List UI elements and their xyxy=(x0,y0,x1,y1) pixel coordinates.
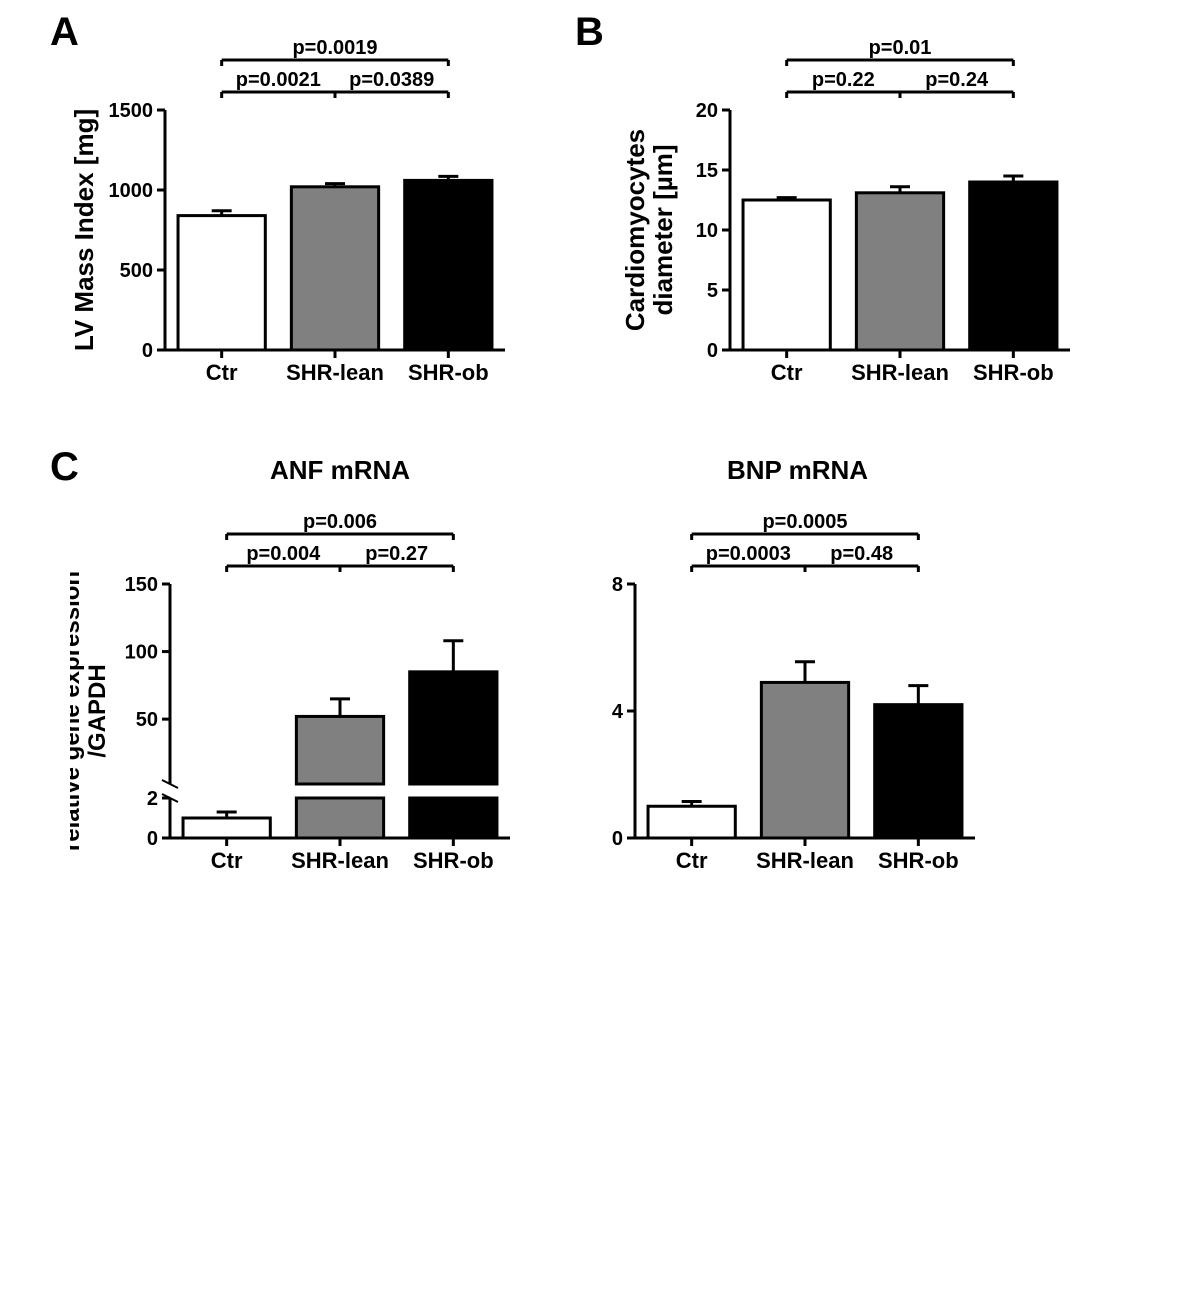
svg-text:p=0.004: p=0.004 xyxy=(246,543,321,565)
svg-text:LV Mass Index [mg]: LV Mass Index [mg] xyxy=(70,109,99,351)
panel-c2-wrap: BNP mRNA 0 4 8 Ctr SHR-lean SHR-ob p=0.0005 p=0… xyxy=(580,455,985,883)
svg-text:SHR-lean: SHR-lean xyxy=(286,360,384,385)
svg-text:15: 15 xyxy=(696,160,718,182)
svg-text:p=0.0003: p=0.0003 xyxy=(706,543,791,565)
svg-text:p=0.24: p=0.24 xyxy=(925,69,989,91)
svg-text:relative gene expression: relative gene expression xyxy=(70,571,85,851)
svg-text:Ctr: Ctr xyxy=(676,848,708,873)
svg-text:p=0.0019: p=0.0019 xyxy=(292,37,377,59)
panel-c1-chart: 50 100 150 0 2 relative gene expression/GAPDH… xyxy=(70,494,520,883)
svg-text:p=0.01: p=0.01 xyxy=(869,37,932,59)
svg-text:SHR-ob: SHR-ob xyxy=(973,360,1054,385)
svg-text:0: 0 xyxy=(147,828,158,850)
panel-b-chart: 0 5 10 15 20 Cardiomyocytesdiameter [µm] Ctr SH… xyxy=(615,20,1080,395)
svg-text:/GAPDH: /GAPDH xyxy=(84,664,111,757)
panel-b-label: B xyxy=(575,10,604,55)
svg-text:150: 150 xyxy=(125,574,158,596)
panel-c1-title: ANF mRNA xyxy=(160,455,520,486)
svg-text:4: 4 xyxy=(612,701,624,723)
svg-text:p=0.0005: p=0.0005 xyxy=(762,511,847,533)
figure: A 050010001500LV Mass Index [mg]CtrSHR-l… xyxy=(20,20,1180,883)
svg-text:p=0.48: p=0.48 xyxy=(830,543,893,565)
panel-c2-chart: 0 4 8 Ctr SHR-lean SHR-ob p=0.0005 p=0.0003 p=0.… xyxy=(580,494,985,883)
svg-text:p=0.0021: p=0.0021 xyxy=(236,69,321,91)
panel-b: B 05101520Cardiomyocytesdiameter [µm]Ctr… xyxy=(615,20,1080,395)
panel-c2-title: BNP mRNA xyxy=(610,455,985,486)
svg-text:diameter [µm]: diameter [µm] xyxy=(648,144,678,315)
svg-text:20: 20 xyxy=(696,100,718,122)
svg-text:2: 2 xyxy=(147,788,158,810)
row-top: A 050010001500LV Mass Index [mg]CtrSHR-l… xyxy=(20,20,1180,395)
panel-c-label: C xyxy=(50,445,79,490)
svg-text:0: 0 xyxy=(707,340,718,362)
panel-a-chart: 0 500 1000 1500 LV Mass Index [mg] Ctr SHR-lea… xyxy=(70,20,515,395)
svg-text:10: 10 xyxy=(696,220,718,242)
panel-a: A 050010001500LV Mass Index [mg]CtrSHR-l… xyxy=(70,20,515,395)
svg-text:p=0.27: p=0.27 xyxy=(365,543,428,565)
svg-text:Ctr: Ctr xyxy=(771,360,803,385)
svg-text:50: 50 xyxy=(136,709,158,731)
svg-text:Cardiomyocytes: Cardiomyocytes xyxy=(620,129,650,331)
panel-c: C ANF mRNA 5010015002relative gene expre… xyxy=(70,455,985,883)
svg-text:SHR-lean: SHR-lean xyxy=(851,360,949,385)
svg-text:5: 5 xyxy=(707,280,718,302)
panel-a-label: A xyxy=(50,10,79,55)
svg-text:p=0.22: p=0.22 xyxy=(812,69,875,91)
svg-text:0: 0 xyxy=(612,828,623,850)
svg-text:1000: 1000 xyxy=(109,180,154,202)
svg-text:1500: 1500 xyxy=(109,100,154,122)
svg-text:SHR-lean: SHR-lean xyxy=(291,848,389,873)
svg-text:SHR-ob: SHR-ob xyxy=(878,848,959,873)
panel-c1-wrap: ANF mRNA 50 100 150 0 2 relative gene express… xyxy=(70,455,520,883)
svg-text:p=0.0389: p=0.0389 xyxy=(349,69,434,91)
row-bottom: C ANF mRNA 5010015002relative gene expre… xyxy=(20,455,1180,883)
svg-text:500: 500 xyxy=(120,260,153,282)
svg-text:SHR-ob: SHR-ob xyxy=(408,360,489,385)
svg-text:Ctr: Ctr xyxy=(211,848,243,873)
svg-text:Ctr: Ctr xyxy=(206,360,238,385)
svg-text:8: 8 xyxy=(612,574,623,596)
svg-text:0: 0 xyxy=(142,340,153,362)
svg-text:SHR-lean: SHR-lean xyxy=(756,848,854,873)
svg-text:100: 100 xyxy=(125,642,158,664)
svg-text:p=0.006: p=0.006 xyxy=(303,511,377,533)
svg-text:SHR-ob: SHR-ob xyxy=(413,848,494,873)
panel-c-inner: ANF mRNA 50 100 150 0 2 relative gene express… xyxy=(70,455,985,883)
